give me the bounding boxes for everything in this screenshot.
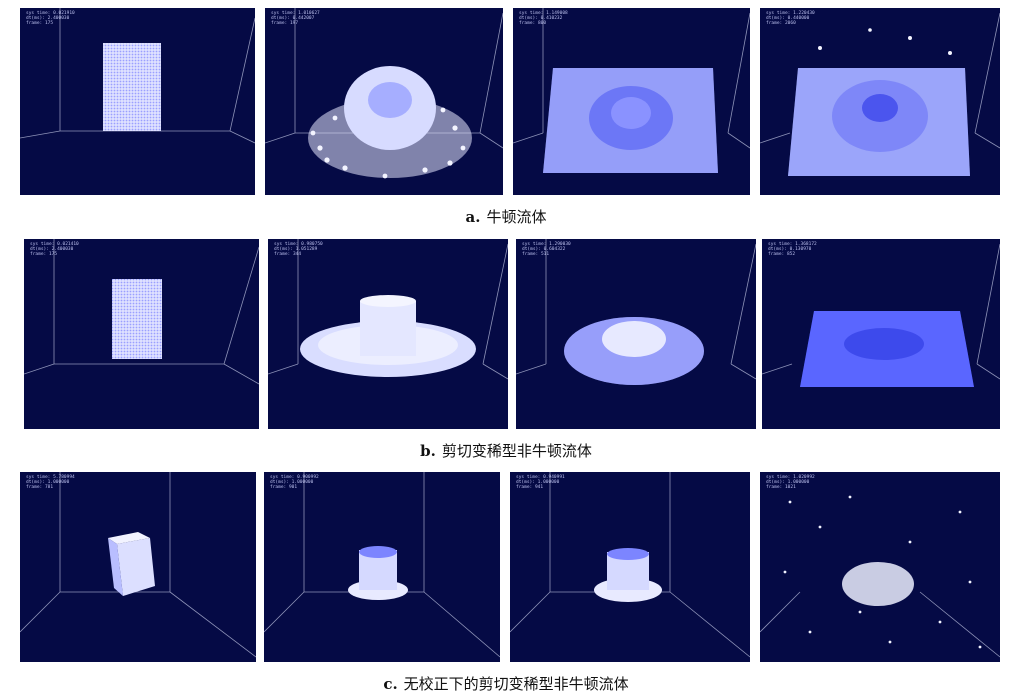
sim-hud: sys time: 0.021410 dt(ms): 2.400030 frame:…: [30, 242, 79, 257]
sim-hud: sys time: 1.010627 dt(ms): 0.442007 frame:…: [271, 11, 320, 26]
sim-panel-c2: sys time: 0.900992 dt(ms): 1.000000 frame:…: [264, 472, 500, 662]
scene-a3: [513, 8, 750, 173]
scene-b1: [24, 239, 259, 385]
sim-panel-a1: sys time: 0.021910 dt(ms): 2.400030 frame:…: [20, 8, 255, 195]
caption-text: 牛顿流体: [486, 208, 547, 226]
caption-text: 无校正下的剪切变稀型非牛顿流体: [403, 675, 629, 693]
scene-a2: [265, 8, 503, 179]
caption-letter: c.: [383, 675, 398, 693]
caption-text: 剪切变稀型非牛顿流体: [441, 442, 592, 460]
scene-c3: [510, 472, 750, 658]
scene-a4: [760, 12, 1000, 176]
sim-panel-c4: sys time: 1.020992 dt(ms): 1.000000 frame:…: [760, 472, 1000, 662]
sim-hud: sys time: 0.940991 dt(ms): 1.000000 frame:…: [516, 475, 565, 490]
fluid-block: [117, 538, 155, 596]
sim-panel-b3: sys time: 1.290030 dt(ms): 0.604322 frame:…: [516, 239, 756, 429]
caption-letter: b.: [420, 442, 436, 460]
sim-hud: sys time: 1.020992 dt(ms): 1.000000 frame:…: [766, 475, 815, 490]
sim-hud: sys time: 1.220430 dt(ms): 0.440000 frame:…: [766, 11, 815, 26]
scene-c4: [760, 495, 1000, 658]
sim-hud: sys time: 0.021910 dt(ms): 2.400030 frame:…: [26, 11, 75, 26]
sim-hud: sys time: 0.900992 dt(ms): 1.000000 frame:…: [270, 475, 319, 490]
caption-b: b. 剪切变稀型非牛顿流体: [0, 440, 1012, 461]
sim-panel-a3: sys time: 1.149008 dt(ms): 0.410232 frame:…: [513, 8, 750, 195]
sim-panel-b2: sys time: 0.980750 dt(ms): 1.051289 frame:…: [268, 239, 508, 429]
caption-a: a. 牛顿流体: [0, 206, 1012, 227]
collapsing-column: [360, 301, 416, 356]
sim-hud: sys time: 1.149008 dt(ms): 0.410232 frame:…: [519, 11, 568, 26]
splash-particles: [310, 107, 466, 179]
sim-hud: sys time: 0.980750 dt(ms): 1.051289 frame:…: [274, 242, 323, 257]
scene-b2: [268, 239, 508, 380]
scene-b3: [516, 239, 756, 385]
sim-panel-b1: sys time: 0.021410 dt(ms): 2.400030 frame:…: [24, 239, 259, 429]
scene-c1: [20, 472, 256, 658]
sim-panel-b4: sys time: 1.368172 dt(ms): 0.130970 frame:…: [762, 239, 1000, 429]
sim-panel-a2: sys time: 1.010627 dt(ms): 0.442007 frame:…: [265, 8, 503, 195]
sim-hud: sys time: 5.780994 dt(ms): 1.000000 frame:…: [26, 475, 75, 490]
sim-hud: sys time: 1.290030 dt(ms): 0.604322 frame:…: [522, 242, 571, 257]
scene-b4: [762, 243, 1000, 387]
scene-c2: [264, 472, 500, 658]
caption-c: c. 无校正下的剪切变稀型非牛顿流体: [0, 673, 1012, 694]
caption-letter: a.: [465, 208, 481, 226]
particle-cloud: [842, 562, 914, 606]
scene-a1: [20, 8, 255, 144]
fluid-block: [112, 279, 162, 359]
sim-panel-c3: sys time: 0.940991 dt(ms): 1.000000 frame:…: [510, 472, 750, 662]
sim-panel-c1: sys time: 5.780994 dt(ms): 1.000000 frame:…: [20, 472, 256, 662]
scattered-particles: [783, 495, 982, 649]
sim-hud: sys time: 1.368172 dt(ms): 0.130970 frame:…: [768, 242, 817, 257]
fluid-block: [103, 43, 161, 131]
sim-panel-a4: sys time: 1.220430 dt(ms): 0.440000 frame:…: [760, 8, 1000, 195]
